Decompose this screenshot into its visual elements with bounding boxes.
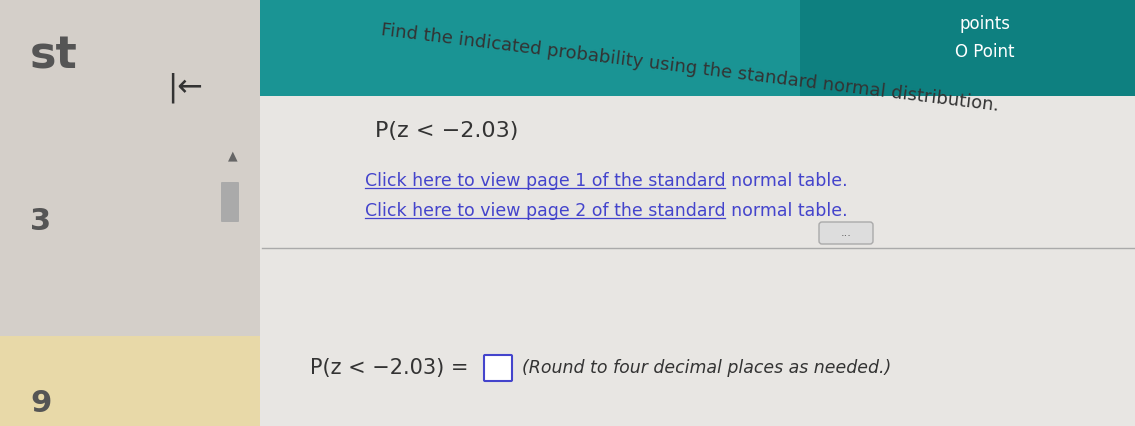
FancyBboxPatch shape (221, 182, 239, 222)
Polygon shape (260, 0, 1135, 426)
Text: Click here to view page 2 of the standard normal table.: Click here to view page 2 of the standar… (365, 202, 848, 220)
Text: 3: 3 (30, 207, 51, 236)
Text: P(z < −2.03): P(z < −2.03) (375, 121, 519, 141)
Text: O Point: O Point (956, 43, 1015, 61)
Polygon shape (0, 336, 260, 426)
Text: st: st (30, 35, 78, 78)
FancyBboxPatch shape (819, 222, 873, 244)
Text: P(z < −2.03) =: P(z < −2.03) = (310, 358, 469, 378)
Text: ...: ... (841, 228, 851, 238)
Text: |←: |← (167, 73, 203, 103)
Text: (Round to four decimal places as needed.): (Round to four decimal places as needed.… (522, 359, 891, 377)
Text: Click here to view page 1 of the standard normal table.: Click here to view page 1 of the standar… (365, 172, 848, 190)
Polygon shape (260, 0, 1135, 96)
Text: 9: 9 (30, 389, 51, 418)
Polygon shape (0, 0, 260, 426)
Text: Find the indicated probability using the standard normal distribution.: Find the indicated probability using the… (380, 21, 1000, 115)
Text: ▲: ▲ (228, 150, 238, 162)
Text: points: points (959, 15, 1010, 33)
FancyBboxPatch shape (484, 355, 512, 381)
Polygon shape (800, 0, 1135, 96)
